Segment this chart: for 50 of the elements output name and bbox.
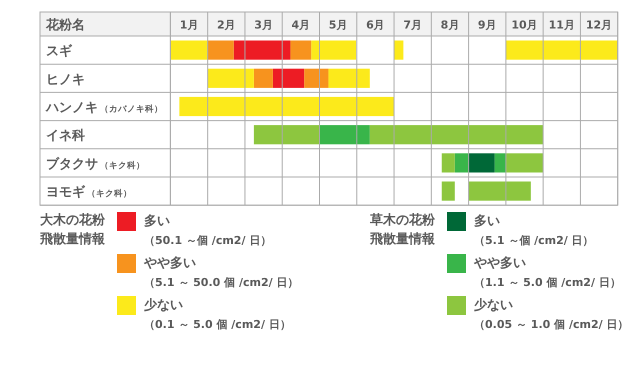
y-tick-label: ヒノキ: [46, 72, 85, 88]
bar: [442, 153, 455, 172]
legend-label: 多い（50.1 ～個 /cm2/ 日）: [144, 214, 272, 247]
x-tick-label: 10月: [511, 18, 538, 32]
legend-label: やや多い（5.1 ～ 50.0 個 /cm2/ 日）: [143, 256, 298, 289]
text: 大木の花粉飛散量情報: [40, 213, 105, 247]
legend-item: 多い（50.1 ～個 /cm2/ 日）: [117, 212, 272, 247]
legend-label: 多い（5.1 ～個 /cm2/ 日）: [474, 214, 594, 247]
x-tick-label: 12月: [586, 18, 612, 32]
x-tick-label: 9月: [478, 18, 497, 32]
bar: [272, 68, 304, 88]
bar: [370, 125, 544, 144]
bar: [328, 68, 370, 88]
bar: [170, 40, 208, 60]
y-tick-label: イネ科: [46, 128, 85, 144]
bar: [208, 40, 234, 60]
bar: [468, 182, 531, 201]
x-tick-label: 5月: [328, 18, 348, 32]
bar: [320, 125, 370, 144]
bar: [254, 125, 320, 144]
bar: [234, 40, 290, 60]
bar: [179, 96, 394, 116]
y-tick-label: スギ: [46, 44, 73, 60]
x-tick-label: 2月: [216, 18, 236, 32]
x-tick-label: 6月: [366, 18, 385, 32]
bar: [304, 68, 328, 88]
bar: [208, 68, 254, 88]
legend-label: 少ない（0.05 ～ 1.0 個 /cm2/ 日）: [473, 298, 628, 331]
bar: [442, 182, 455, 201]
y-tick-label: ブタクサ（キク科）: [46, 156, 145, 172]
y-tick-label: ヨモギ（キク科）: [46, 185, 132, 200]
bar: [311, 40, 356, 60]
text: 草木の花粉飛散量情報: [370, 213, 435, 247]
legend-label: 少ない（0.1 ～ 5.0 個 /cm2/ 日）: [143, 298, 291, 331]
y-tick-label: ハンノキ（カバノキ科）: [45, 100, 163, 116]
legend-item: 少ない（0.05 ～ 1.0 個 /cm2/ 日）: [447, 296, 628, 331]
bar: [254, 68, 273, 88]
x-tick-label: 4月: [292, 18, 310, 32]
legend-item: 少ない（0.1 ～ 5.0 個 /cm2/ 日）: [117, 296, 291, 331]
y-axis-title: 花粉名: [45, 18, 85, 33]
x-tick-label: 3月: [254, 18, 273, 32]
legend-item: やや多い（1.1 ～ 5.0 個 /cm2/ 日）: [447, 254, 621, 289]
x-tick-label: 8月: [440, 18, 460, 32]
x-tick-label: 7月: [403, 18, 422, 32]
legend-label: やや多い（1.1 ～ 5.0 個 /cm2/ 日）: [473, 256, 621, 289]
legend-item: 多い（5.1 ～個 /cm2/ 日）: [447, 212, 594, 247]
x-tick-label: 1月: [180, 18, 198, 32]
x-tick-label: 11月: [548, 18, 575, 32]
legend-item: やや多い（5.1 ～ 50.0 個 /cm2/ 日）: [117, 254, 298, 289]
bar: [290, 40, 312, 60]
